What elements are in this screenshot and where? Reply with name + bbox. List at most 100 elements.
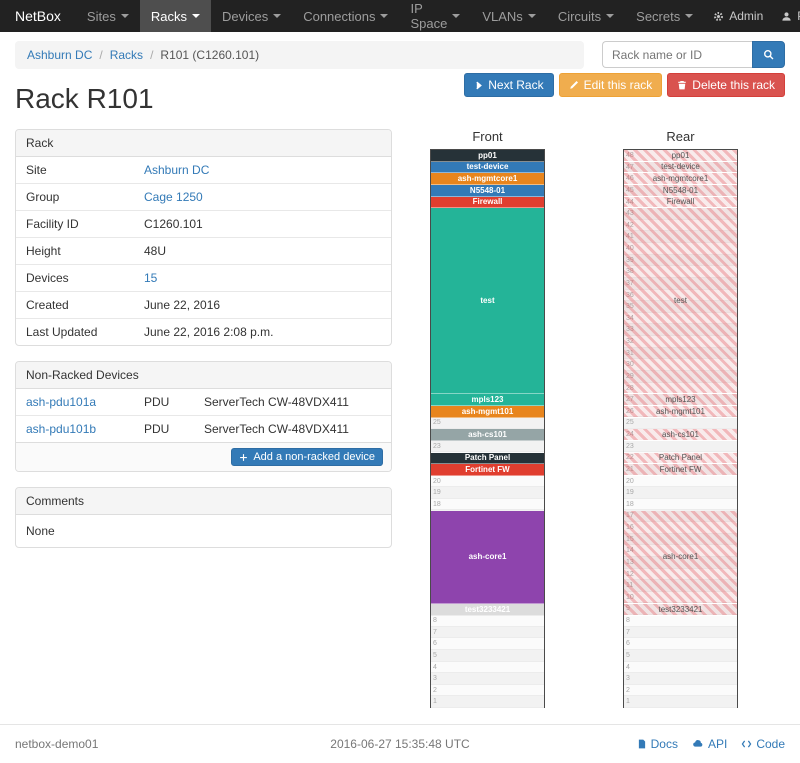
rack-device-rear-pp01[interactable]: pp01 [624, 150, 737, 162]
nav-item-ip-space[interactable]: IP Space [399, 0, 471, 32]
unit-number: 29 [626, 371, 634, 383]
rack-unit-rear-39: 39 [624, 254, 737, 267]
rack-device-rear-ash-mgmt101[interactable]: ash-mgmt101 [624, 406, 737, 418]
table-row: ash-pdu101a PDU ServerTech CW-48VDX411 [16, 389, 391, 416]
nav-item-label: Connections [303, 8, 376, 24]
device-link[interactable]: ash-pdu101a [26, 395, 97, 409]
breadcrumb-racks-link[interactable]: Racks [109, 48, 144, 62]
plus-icon [240, 453, 248, 461]
non-racked-devices-panel: Non-Racked Devices ash-pdu101a PDU Serve… [15, 361, 392, 472]
rack-device-front-ash-mgmt101[interactable]: ash-mgmt101 [431, 406, 544, 418]
rack-device-rear-test3233421[interactable]: test3233421 [624, 603, 737, 616]
nav-item-devices[interactable]: Devices [211, 0, 292, 32]
rear-rack: 4847464544434241403938373635343332313029… [623, 149, 738, 708]
rack-device-front-mpls123[interactable]: mpls123 [431, 394, 544, 407]
rack-device-front-Fortinet FW[interactable]: Fortinet FW [431, 464, 544, 476]
rack-unit-rear-34: 34 [624, 312, 737, 325]
rack-unit-rear-25: 25 [624, 417, 737, 429]
rack-unit-rear-41: 41 [624, 231, 737, 243]
nav-item-circuits[interactable]: Circuits [547, 0, 625, 32]
unit-number: 25 [626, 419, 634, 427]
unit-number: 34 [626, 313, 634, 325]
group-link[interactable]: Cage 1250 [144, 190, 203, 204]
search-icon [764, 50, 774, 60]
chevron-down-icon [191, 14, 200, 18]
rack-unit-rear-38: 38 [624, 266, 737, 278]
nav-item-vlans[interactable]: VLANs [471, 0, 546, 32]
nav-item-secrets[interactable]: Secrets [625, 0, 704, 32]
attr-label: Last Updated [16, 318, 134, 345]
unit-number: 12 [626, 569, 634, 581]
rack-device-front-Patch Panel[interactable]: Patch Panel [431, 452, 544, 465]
rack-device-rear-mpls123[interactable]: mpls123 [624, 394, 737, 407]
rack-device-front-pp01[interactable]: pp01 [431, 150, 544, 162]
search-input[interactable] [602, 41, 752, 68]
rack-device-rear-test[interactable]: test [624, 208, 737, 395]
rack-unit-front-4: 4 [431, 661, 544, 674]
unit-number: 8 [626, 617, 630, 624]
nav-item-sites[interactable]: Sites [76, 0, 140, 32]
unit-number: 37 [626, 278, 634, 290]
attr-label: Devices [16, 264, 134, 292]
rack-device-rear-Firewall[interactable]: Firewall [624, 196, 737, 209]
docs-link[interactable]: Docs [637, 737, 678, 751]
navbar-right: Admin Profile Log out [704, 0, 800, 32]
rack-device-rear-Fortinet FW[interactable]: Fortinet FW [624, 464, 737, 476]
rack-unit-rear-23: 23 [624, 440, 737, 453]
admin-link[interactable]: Admin [704, 9, 772, 23]
unit-number: 1 [626, 698, 630, 706]
unit-number: 35 [626, 301, 634, 313]
rack-unit-front-5: 5 [431, 649, 544, 662]
user-icon [782, 11, 791, 21]
rack-unit-rear-7: 7 [624, 626, 737, 639]
rack-device-front-N5548-01[interactable]: N5548-01 [431, 184, 544, 197]
rack-device-front-ash-mgmtcore1[interactable]: ash-mgmtcore1 [431, 173, 544, 185]
rack-device-front-ash-cs101[interactable]: ash-cs101 [431, 429, 544, 441]
unit-number: 8 [433, 617, 437, 624]
comments-panel: Comments None [15, 487, 392, 548]
unit-number: 26 [626, 406, 634, 418]
profile-link[interactable]: Profile [772, 9, 800, 23]
nav-item-connections[interactable]: Connections [292, 0, 399, 32]
rack-device-front-test-device[interactable]: test-device [431, 161, 544, 174]
delete-rack-button[interactable]: Delete this rack [667, 73, 785, 97]
rack-unit-rear-4: 4 [624, 661, 737, 674]
unit-number: 22 [626, 452, 634, 464]
rack-unit-rear-13: 13 [624, 556, 737, 569]
table-row: Last Updated June 22, 2016 2:08 p.m. [16, 318, 391, 345]
rack-device-front-ash-core1[interactable]: ash-core1 [431, 510, 544, 604]
rack-unit-rear-37: 37 [624, 277, 737, 290]
search-button[interactable] [752, 41, 785, 68]
add-non-racked-device-button[interactable]: Add a non-racked device [231, 448, 383, 466]
code-link[interactable]: Code [741, 737, 785, 751]
rack-device-rear-ash-core1[interactable]: ash-core1 [624, 510, 737, 604]
rack-device-rear-ash-cs101[interactable]: ash-cs101 [624, 429, 737, 441]
api-link[interactable]: API [692, 737, 727, 751]
rack-device-rear-test-device[interactable]: test-device [624, 161, 737, 174]
rack-device-rear-N5548-01[interactable]: N5548-01 [624, 184, 737, 197]
breadcrumb-site-link[interactable]: Ashburn DC [27, 48, 93, 62]
unit-number: 42 [626, 220, 634, 232]
brand-logo[interactable]: NetBox [15, 8, 61, 24]
unit-number: 28 [626, 383, 634, 395]
nav-item-racks[interactable]: Racks [139, 0, 211, 32]
site-link[interactable]: Ashburn DC [144, 163, 210, 177]
rack-device-front-Firewall[interactable]: Firewall [431, 196, 544, 209]
rack-device-rear-ash-mgmtcore1[interactable]: ash-mgmtcore1 [624, 173, 737, 185]
rack-device-front-test[interactable]: test [431, 208, 544, 395]
unit-number: 45 [626, 185, 634, 197]
rack-device-front-test3233421[interactable]: test3233421 [431, 603, 544, 616]
device-link[interactable]: ash-pdu101b [26, 422, 97, 436]
front-elevation-label: Front [472, 129, 503, 144]
rack-unit-front-3: 3 [431, 673, 544, 685]
devices-count-link[interactable]: 15 [144, 271, 158, 285]
unit-number: 31 [626, 348, 634, 360]
attr-label: Height [16, 237, 134, 265]
next-rack-button[interactable]: Next Rack [464, 73, 554, 97]
docs-label: Docs [650, 736, 678, 751]
unit-number: 21 [626, 464, 634, 476]
rack-device-rear-Patch Panel[interactable]: Patch Panel [624, 452, 737, 465]
rack-unit-rear-3: 3 [624, 673, 737, 685]
edit-rack-button[interactable]: Edit this rack [558, 73, 663, 97]
rack-unit-rear-20: 20 [624, 475, 737, 488]
